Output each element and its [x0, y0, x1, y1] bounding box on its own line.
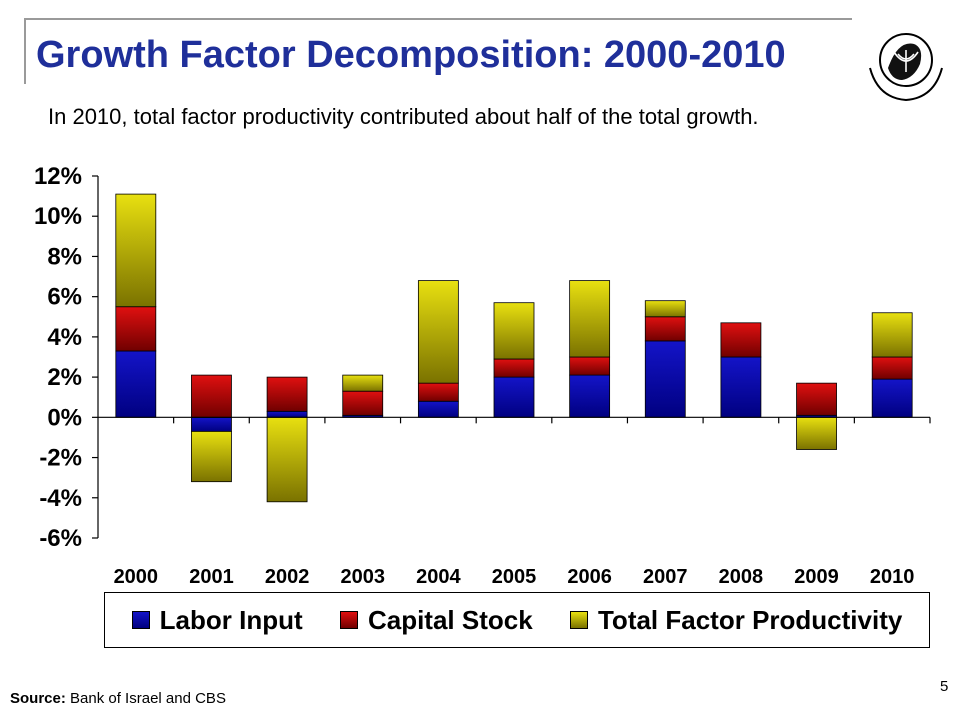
- x-category-label: 2006: [567, 566, 612, 588]
- y-axis: 12% 10% 8% 6% 4% 2% 0% -2% -4% -6%: [34, 163, 99, 552]
- x-category-label: 2010: [870, 566, 915, 588]
- x-category-label: 2002: [265, 566, 310, 588]
- bar-labor-2002: [266, 410, 308, 418]
- source-text: Bank of Israel and CBS: [65, 690, 226, 707]
- x-category-label: 2000: [114, 566, 159, 588]
- legend-item-tfp: Total Factor Productivity: [569, 604, 903, 636]
- bar-capital-2003: [342, 390, 384, 416]
- stacked-bar-chart: 12%10%8%6%4%2%0%-2%-4%-6% 2000 2001 2002 20…: [34, 163, 931, 588]
- bar-capital-2002: [266, 376, 308, 412]
- legend-item-capital: Capital Stock: [339, 604, 533, 636]
- y-tick-label: 10%: [34, 203, 82, 230]
- chart-legend: Labor Input Capital Stock Total Factor P…: [104, 592, 930, 648]
- legend-label-capital: Capital Stock: [367, 604, 533, 635]
- bar-capital-2004: [417, 382, 459, 402]
- bar-tfp-2001: [191, 431, 232, 483]
- source-label: Source:: [10, 690, 66, 707]
- y-tick-label: 8%: [47, 243, 82, 270]
- slide-subtitle: In 2010, total factor productivity contr…: [48, 104, 759, 129]
- bar-labor-2006: [569, 374, 611, 418]
- bar-capital-2000: [115, 306, 157, 352]
- source-note: Source: Bank of Israel and CBS: [10, 690, 226, 707]
- bar-capital-2009: [796, 382, 837, 416]
- bar-labor-2008: [720, 356, 762, 418]
- x-category-label: 2004: [416, 566, 461, 588]
- y-tick-label: -2%: [39, 445, 82, 472]
- x-category-label: 2007: [643, 566, 688, 588]
- y-tick-label: 0%: [47, 404, 82, 431]
- x-category-label: 2009: [794, 566, 839, 588]
- bar-capital-2005: [493, 358, 535, 378]
- bar-labor-2004: [417, 400, 459, 418]
- legend-item-labor: Labor Input: [131, 604, 303, 636]
- bar-tfp-2010: [871, 312, 913, 358]
- y-tick-label: 12%: [34, 163, 82, 190]
- bar-tfp-2003: [342, 374, 384, 392]
- bar-labor-2010: [871, 378, 913, 418]
- bar-tfp-2004: [417, 280, 459, 384]
- bar-capital-2007: [644, 316, 686, 342]
- legend-swatch-tfp: [569, 611, 588, 629]
- bars: [115, 193, 913, 503]
- bar-labor-2007: [644, 340, 686, 418]
- x-category-label: 2001: [189, 566, 234, 588]
- bar-labor-2001: [191, 416, 232, 432]
- y-tick-label: -6%: [39, 525, 82, 552]
- y-tick-label: 4%: [47, 324, 82, 351]
- y-tick-label: 2%: [47, 364, 82, 391]
- x-category-label: 2005: [492, 566, 537, 588]
- bar-tfp-2009: [796, 416, 837, 450]
- x-category-label: 2003: [340, 566, 385, 588]
- y-tick-label: -4%: [39, 485, 82, 512]
- bar-tfp-2006: [569, 280, 611, 358]
- legend-swatch-labor: [131, 611, 150, 629]
- legend-label-labor: Labor Input: [159, 604, 303, 635]
- page-number: 5: [940, 678, 949, 695]
- x-axis: 2000 2001 2002 2003 2004 2005 2006 2007 2008 2009…: [98, 416, 931, 588]
- bar-tfp-2000: [115, 193, 157, 308]
- legend-swatch-capital: [339, 611, 358, 629]
- bar-capital-2010: [871, 356, 913, 380]
- bar-capital-2008: [720, 322, 762, 358]
- y-tick-label: 6%: [47, 284, 82, 311]
- bar-labor-2000: [115, 350, 157, 418]
- bar-tfp-2002: [266, 416, 308, 503]
- legend-label-tfp: Total Factor Productivity: [597, 604, 903, 635]
- bar-capital-2006: [569, 356, 611, 376]
- bank-of-israel-logo: [858, 8, 954, 104]
- bar-labor-2005: [493, 376, 535, 418]
- title-bracket: [24, 18, 852, 84]
- bar-tfp-2005: [493, 302, 535, 360]
- x-category-label: 2008: [719, 566, 764, 588]
- slide-title: Growth Factor Decomposition: 2000-2010: [36, 34, 786, 76]
- bar-capital-2001: [191, 374, 232, 418]
- bar-tfp-2007: [644, 300, 686, 318]
